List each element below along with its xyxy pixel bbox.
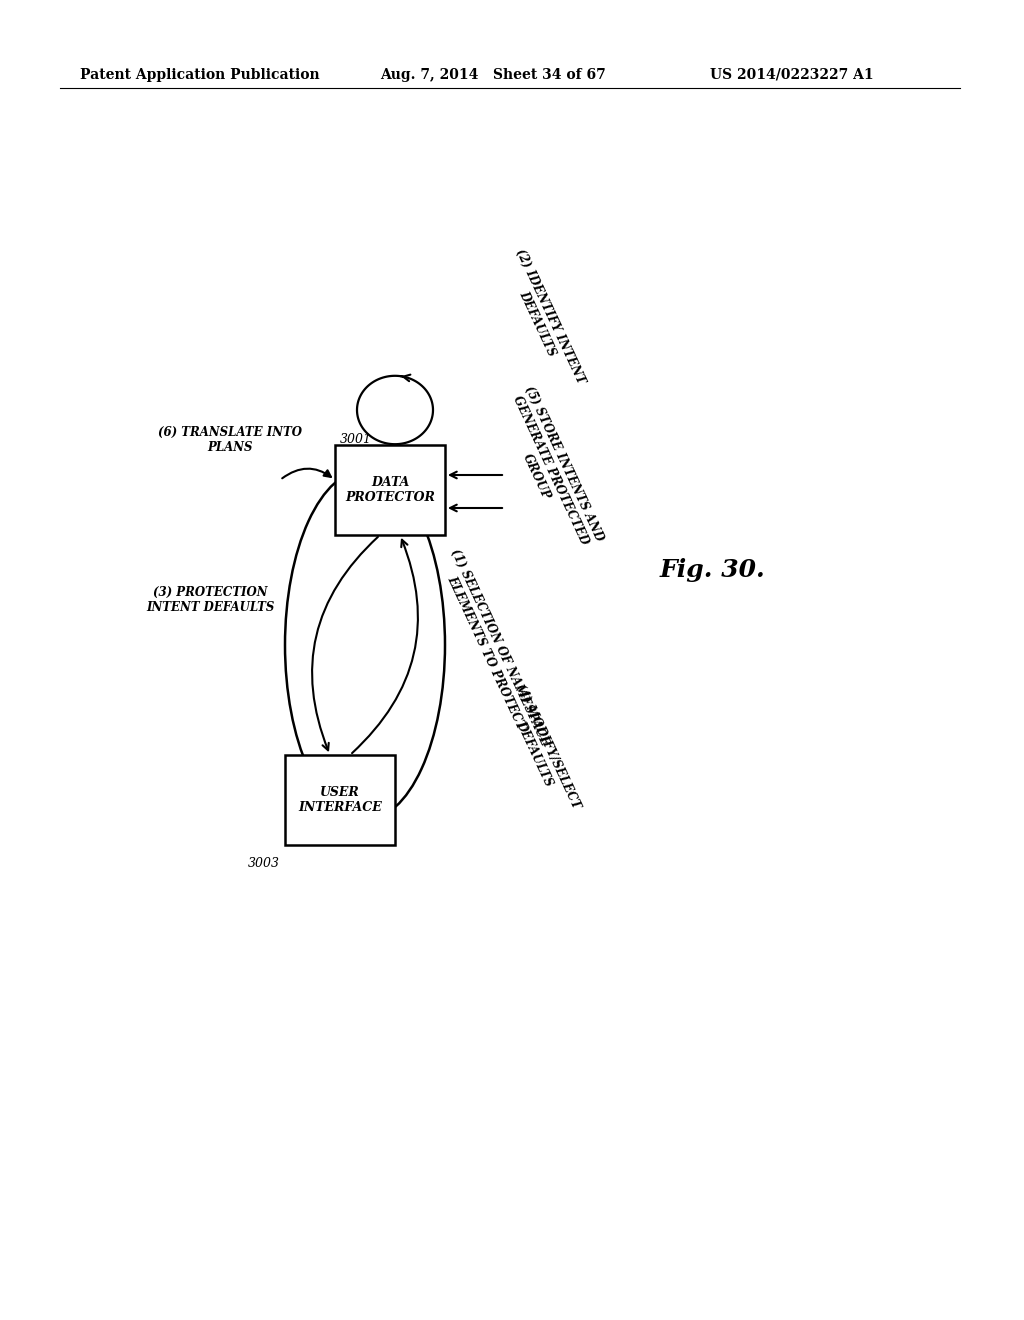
Text: (1) SELECTION OF NAMESPACE
ELEMENTS TO PROTECT: (1) SELECTION OF NAMESPACE ELEMENTS TO P… (435, 546, 551, 754)
Text: (5) STORE INTENTS AND
GENERATE PROTECTED
GROUP: (5) STORE INTENTS AND GENERATE PROTECTED… (495, 384, 606, 556)
Ellipse shape (285, 470, 445, 820)
Text: Fig. 30.: Fig. 30. (660, 558, 766, 582)
Text: Aug. 7, 2014   Sheet 34 of 67: Aug. 7, 2014 Sheet 34 of 67 (380, 69, 606, 82)
Text: USER
INTERFACE: USER INTERFACE (298, 785, 382, 814)
Text: (3) PROTECTION
INTENT DEFAULTS: (3) PROTECTION INTENT DEFAULTS (145, 586, 274, 614)
Text: US 2014/0223227 A1: US 2014/0223227 A1 (710, 69, 873, 82)
Text: (2) IDENTIFY INTENT
DEFAULTS: (2) IDENTIFY INTENT DEFAULTS (500, 247, 588, 393)
Bar (335, 445, 445, 535)
Text: 3003: 3003 (248, 857, 280, 870)
Bar (285, 755, 395, 845)
Text: 3001: 3001 (340, 433, 372, 446)
Text: Patent Application Publication: Patent Application Publication (80, 69, 319, 82)
Text: (4) MODIFY/SELECT
DEFAULTS: (4) MODIFY/SELECT DEFAULTS (500, 682, 583, 817)
Text: (6) TRANSLATE INTO
PLANS: (6) TRANSLATE INTO PLANS (158, 426, 302, 454)
Text: DATA
PROTECTOR: DATA PROTECTOR (345, 477, 435, 504)
